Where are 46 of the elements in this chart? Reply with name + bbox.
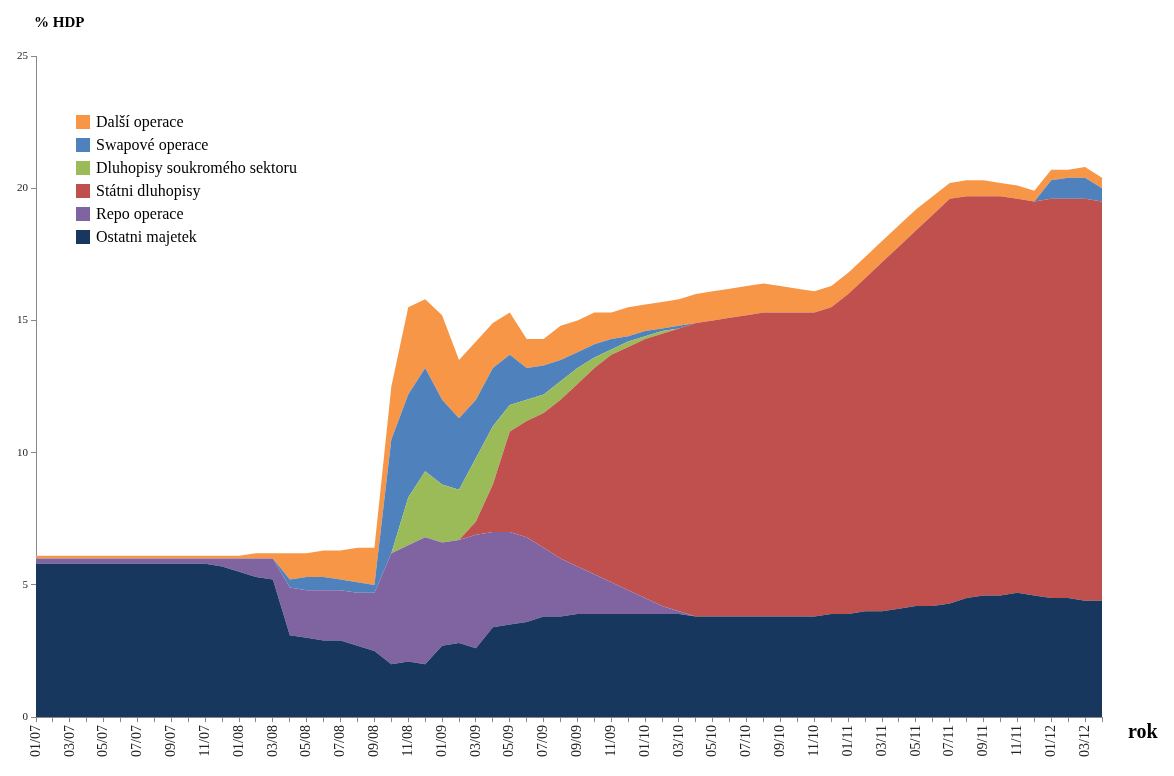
x-tick-label: 01/08 [230,725,246,757]
y-tick-label: 25 [17,48,29,61]
x-tick-label: 07/08 [332,725,348,757]
x-tick-label: 05/10 [704,725,720,757]
x-tick-label: 11/07 [196,725,212,757]
x-tick-label: 01/09 [433,725,449,757]
y-tick-label: 10 [17,445,29,458]
x-tick-label: 07/11 [941,725,957,757]
legend-label: Swapové operace [96,135,209,156]
x-tick-label: 01/07 [27,725,43,757]
x-axis-title: rok [1128,720,1158,743]
x-tick-label: 09/11 [975,725,991,757]
y-tick-label: 0 [22,710,29,722]
x-tick-label: 05/07 [95,725,111,757]
legend-label: Státni dluhopisy [96,181,201,202]
x-tick-label: 01/10 [636,725,652,757]
legend-label: Ostatni majetek [96,227,197,248]
x-tick-label: 09/10 [772,725,788,757]
x-tick-label: 07/09 [535,725,551,757]
x-tick-label: 03/11 [873,725,889,757]
x-tick-label: 03/10 [670,725,686,757]
y-tick-label: 5 [22,577,29,590]
y-axis-title: % HDP [34,14,85,31]
x-tick-label: 09/09 [569,725,585,757]
x-tick-label: 03/12 [1076,725,1092,757]
x-tick-label: 11/08 [399,725,415,757]
x-tick-label: 07/07 [129,725,145,757]
x-tick-label: 11/10 [806,725,822,757]
x-tick-label: 05/08 [298,725,314,757]
legend-label: Další operace [96,112,184,133]
x-tick-label: 09/07 [163,725,179,757]
y-tick-label: 20 [17,181,29,194]
x-tick-label: 03/07 [61,725,77,757]
x-tick-label: 03/08 [264,725,280,757]
x-tick-label: 01/11 [839,725,855,757]
x-tick-label: 09/08 [366,725,382,757]
x-tick-label: 07/10 [738,725,754,757]
x-tick-label: 01/12 [1042,725,1058,757]
x-tick-label: 05/11 [907,725,923,757]
x-tick-label: 05/09 [501,725,517,757]
x-tick-label: 11/09 [602,725,618,757]
legend-label: Repo operace [96,204,184,225]
y-tick-label: 15 [17,313,29,326]
x-tick-label: 11/11 [1009,725,1025,756]
legend-label: Dluhopisy soukromého sektoru [96,158,297,179]
x-tick-label: 03/09 [467,725,483,757]
